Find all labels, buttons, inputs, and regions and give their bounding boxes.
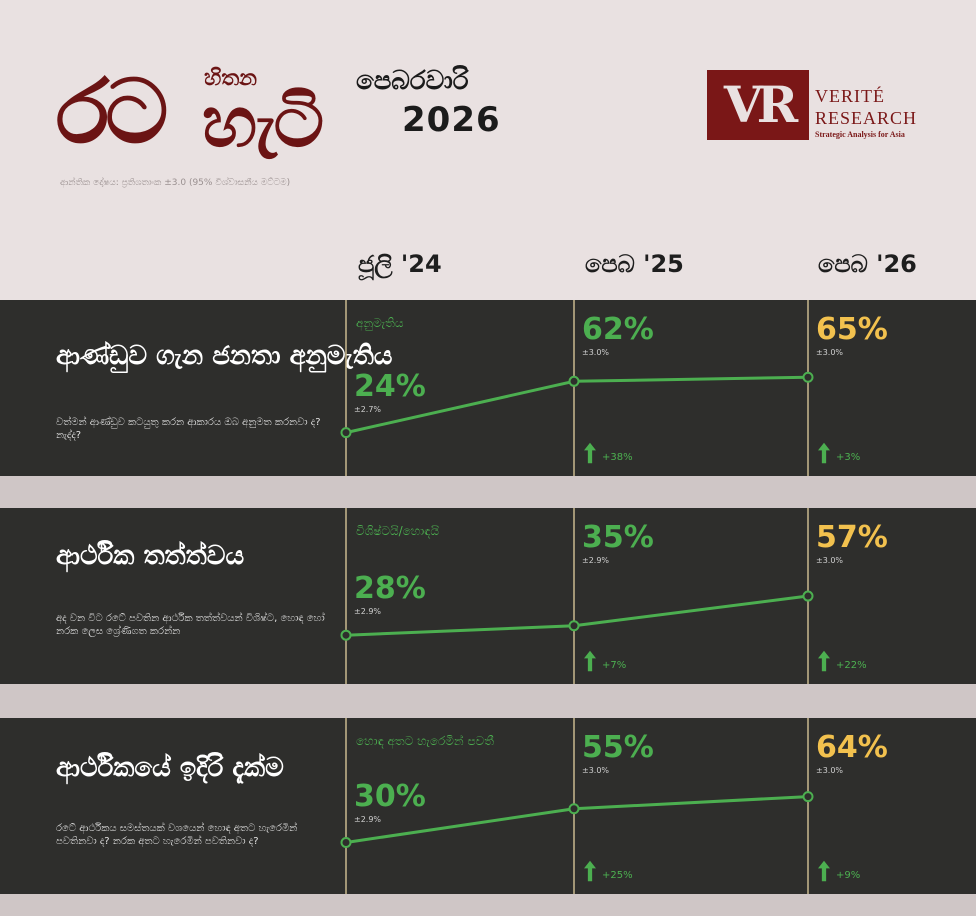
trend-line-segment [573,375,809,383]
masthead: රට හිතන හැටි [56,62,346,177]
band-divider [0,894,976,916]
band-divider [0,684,976,718]
data-point [802,791,814,803]
margin-of-error-label: ±2.9% [354,607,382,617]
data-point [802,371,814,383]
value-label: 64% [816,730,888,765]
margin-of-error-label: ±3.0% [816,766,844,775]
band-divider [0,476,976,508]
margin-of-error-label: ±2.9% [354,814,382,824]
data-point [340,837,352,848]
value-label: 30% [354,778,426,814]
logo-name-line1: VERITÉ [815,86,885,106]
logo-tagline: Strategic Analysis for Asia [815,130,905,139]
change-label: +9% [836,870,861,881]
data-point [568,375,580,387]
verite-research-logo: VR VERITÉ RESEARCH Strategic Analysis fo… [707,68,927,142]
issue-year: 2026 [402,100,501,140]
change-label: +22% [836,660,867,671]
trend-line-segment [345,624,575,637]
change-label: +7% [602,660,627,671]
data-point [340,629,352,641]
change-label: +3% [836,452,861,463]
question-title-1: ආණ්ඩුව ගැන ජනතා අනුමැතිය [56,341,393,371]
band-government-approval [0,300,976,476]
band-economic-outlook [0,718,976,894]
margin-of-error-label: ±3.0% [816,348,844,357]
up-arrow-icon [584,860,596,882]
trend-line-segment [573,594,809,628]
question-text-1: වත්මන් ආණ්ඩුව කටයුතු කරන ආකාරය ඔබ අනුමත … [56,417,321,441]
margin-of-error-label: ±3.0% [816,556,844,565]
margin-of-error-label: ±2.7% [354,404,382,414]
value-label: 55% [582,730,654,765]
up-arrow-icon [584,442,596,464]
up-arrow-icon [818,650,830,672]
masthead-word-2: හිතන [204,66,258,91]
up-arrow-icon [818,442,830,464]
issue-month: පෙබරවාරි [356,66,469,96]
margin-of-error-note: ආන්තික දෝෂය: ප්‍රතිශතාංක ±3.0 (95% විශ්ව… [60,178,291,188]
value-label: 57% [816,520,888,555]
trend-line-segment [345,379,575,435]
question-title-3: ආර්ථිකයේ ඉදිරි දැක්ම [56,753,284,783]
change-label: +38% [602,452,633,463]
logo-mark: VR [707,70,809,140]
trend-line-segment [345,807,575,844]
question-text-3: රටේ ආර්ථිකය සමස්තයක් වශයෙන් හොඳ අතට හැරෙ… [56,823,298,847]
value-label: 35% [582,520,654,555]
column-header-feb26: පෙබ '26 [818,250,917,278]
masthead-word-1: රට [56,60,168,163]
series-label-3: හොඳ අතට හැරෙමින් පවතී [356,734,494,748]
trend-line-segment [573,795,809,811]
data-point [568,620,580,632]
series-label-1: අනුමැතිය [356,316,404,330]
data-point [340,427,352,439]
value-label: 65% [816,312,888,347]
question-text-2: අද වන විට රටේ පවතින ආර්ථික තත්ත්වයන් විශ… [56,613,325,637]
data-point [568,803,580,815]
question-title-2: ආර්ථික තත්ත්වය [56,541,245,571]
up-arrow-icon [584,650,596,672]
margin-of-error-label: ±3.0% [582,348,610,357]
masthead-word-3: හැටි [202,81,324,163]
margin-of-error-label: ±3.0% [582,766,610,775]
change-label: +25% [602,870,633,881]
series-label-2: විශිෂ්ටයි/හොඳයි [356,524,439,538]
logo-name-line2: RESEARCH [815,108,918,128]
value-label: 62% [582,312,654,347]
margin-of-error-label: ±2.9% [582,556,610,565]
value-label: 28% [354,571,426,607]
data-point [802,590,814,602]
column-header-feb25: පෙබ '25 [585,250,684,278]
up-arrow-icon [818,860,830,882]
value-label: 24% [354,368,426,404]
column-header-jul24: ජූලි '24 [358,250,442,278]
